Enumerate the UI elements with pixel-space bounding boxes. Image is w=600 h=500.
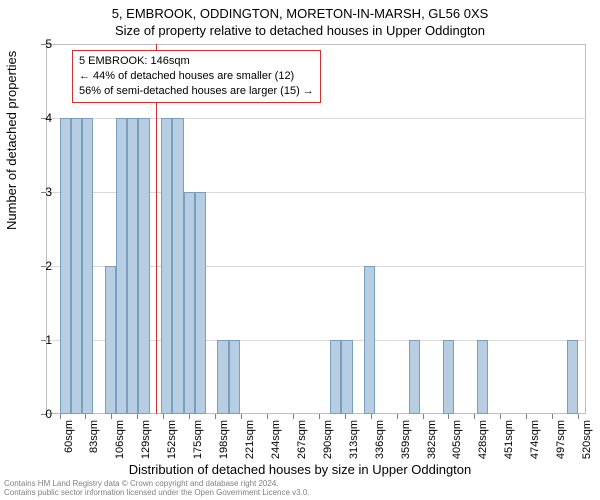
plot-border	[46, 44, 47, 414]
histogram-bar	[567, 340, 578, 414]
x-tick-mark	[552, 414, 553, 419]
footer-line: Contains HM Land Registry data © Crown c…	[4, 479, 310, 489]
y-tick-label: 2	[32, 259, 52, 273]
x-tick-mark	[137, 414, 138, 419]
histogram-bar	[172, 118, 183, 414]
x-axis-label: Distribution of detached houses by size …	[0, 462, 600, 477]
histogram-bar	[116, 118, 127, 414]
annotation-line: 56% of semi-detached houses are larger (…	[79, 84, 314, 99]
histogram-bar	[127, 118, 138, 414]
page-title-line1: 5, EMBROOK, ODDINGTON, MORETON-IN-MARSH,…	[0, 0, 600, 21]
footer-line: Contains public sector information licen…	[4, 488, 310, 498]
histogram-bar	[229, 340, 240, 414]
x-tick-mark	[163, 414, 164, 419]
x-tick-mark	[189, 414, 190, 419]
x-tick-mark	[241, 414, 242, 419]
x-tick-mark	[267, 414, 268, 419]
x-tick-mark	[319, 414, 320, 419]
footer-attribution: Contains HM Land Registry data © Crown c…	[4, 479, 310, 498]
annotation-line: ← 44% of detached houses are smaller (12…	[79, 69, 314, 84]
y-tick-label: 5	[32, 37, 52, 51]
y-tick-label: 1	[32, 333, 52, 347]
y-axis-label: Number of detached properties	[4, 51, 19, 230]
annotation-line: 5 EMBROOK: 146sqm	[79, 54, 314, 69]
x-tick-mark	[345, 414, 346, 419]
histogram-bar	[409, 340, 420, 414]
histogram-bar	[82, 118, 93, 414]
x-tick-mark	[500, 414, 501, 419]
histogram-bar	[60, 118, 71, 414]
x-tick-mark	[397, 414, 398, 419]
x-tick-mark	[293, 414, 294, 419]
histogram-bar	[161, 118, 172, 414]
x-tick-mark	[111, 414, 112, 419]
x-tick-mark	[371, 414, 372, 419]
histogram-bar	[195, 192, 206, 414]
histogram-bar	[330, 340, 341, 414]
annotation-box: 5 EMBROOK: 146sqm← 44% of detached house…	[72, 50, 321, 103]
histogram-bar	[217, 340, 228, 414]
y-tick-label: 3	[32, 185, 52, 199]
page-title-line2: Size of property relative to detached ho…	[0, 21, 600, 38]
x-tick-mark	[85, 414, 86, 419]
x-tick-mark	[526, 414, 527, 419]
histogram-bar	[477, 340, 488, 414]
histogram-bar	[105, 266, 116, 414]
x-tick-mark	[474, 414, 475, 419]
plot-border	[46, 44, 586, 45]
x-tick-mark	[423, 414, 424, 419]
histogram-bar	[184, 192, 195, 414]
x-tick-mark	[578, 414, 579, 419]
plot-border	[585, 44, 586, 414]
histogram-chart: 5 EMBROOK: 146sqm← 44% of detached house…	[46, 44, 586, 414]
x-tick-mark	[215, 414, 216, 419]
x-tick-mark	[60, 414, 61, 419]
histogram-bar	[138, 118, 149, 414]
plot-area: 5 EMBROOK: 146sqm← 44% of detached house…	[46, 44, 586, 414]
x-tick-mark	[448, 414, 449, 419]
histogram-bar	[364, 266, 375, 414]
y-tick-label: 0	[32, 407, 52, 421]
histogram-bar	[443, 340, 454, 414]
histogram-bar	[71, 118, 82, 414]
histogram-bar	[341, 340, 352, 414]
y-tick-label: 4	[32, 111, 52, 125]
